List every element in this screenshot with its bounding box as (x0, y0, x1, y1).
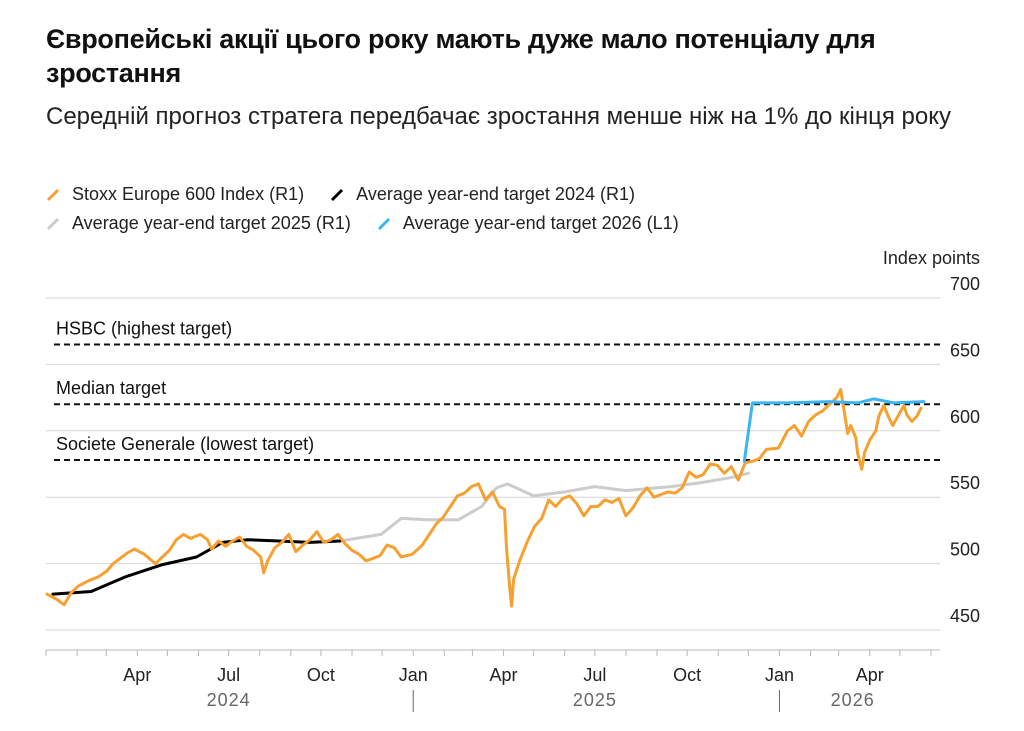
legend-label-stoxx: Stoxx Europe 600 Index (R1) (72, 184, 305, 204)
y-tick-label-700: 700 (950, 274, 980, 294)
y-tick-label-450: 450 (950, 606, 980, 626)
legend-item-target-2024: Average year-end target 2024 (R1) (330, 180, 635, 209)
reference-label-0: HSBC (highest target) (56, 318, 232, 338)
reference-label-2: Societe Generale (lowest target) (56, 434, 314, 454)
y-tick-label-650: 650 (950, 340, 980, 360)
y-axis-unit-label: Index points (883, 248, 980, 268)
x-tick-label-5: Jul (583, 665, 606, 685)
legend-item-stoxx: Stoxx Europe 600 Index (R1) (46, 180, 304, 209)
series-line-3 (742, 397, 926, 463)
series-lines (45, 388, 926, 608)
legend-swatch-target-2024 (331, 188, 344, 201)
x-tick-label-3: Jan (399, 665, 428, 685)
reference-lines: HSBC (highest target) Median target Societ… (54, 318, 940, 462)
x-tick-label-4: Apr (490, 665, 518, 685)
x-tick-label-2: Oct (307, 665, 335, 685)
x-tick-label-7: Jan (765, 665, 794, 685)
legend-item-target-2025: Average year-end target 2025 (R1) (46, 209, 351, 238)
x-tick-label-6: Oct (673, 665, 701, 685)
legend-item-target-2026: Average year-end target 2026 (L1) (377, 209, 679, 238)
legend-row-2: Average year-end target 2025 (R1) Averag… (46, 209, 946, 238)
y-tick-label-550: 550 (950, 473, 980, 493)
reference-label-1: Median target (56, 378, 166, 398)
x-tick-label-0: Apr (123, 665, 151, 685)
legend-label-target-2026: Average year-end target 2026 (L1) (402, 213, 679, 233)
legend-swatch-stoxx (46, 188, 60, 201)
x-tick-label-1: Jul (217, 665, 240, 685)
y-tick-label-500: 500 (950, 540, 980, 560)
grid-lines (46, 297, 940, 651)
legend-row-1: Stoxx Europe 600 Index (R1) Average year… (46, 180, 946, 209)
x-year-label-2025: 2025 (573, 690, 617, 710)
series-line-1 (51, 538, 342, 596)
series-line-0 (45, 388, 923, 608)
chart-subtitle: Середній прогноз стратега передбачає зро… (46, 103, 951, 130)
x-tick-label-8: Apr (856, 665, 884, 685)
y-axis: 700 650 600 550 500 450 (950, 274, 980, 626)
legend-swatch-target-2026 (377, 217, 390, 230)
x-year-label-2024: 2024 (207, 690, 251, 710)
legend-swatch-target-2025 (46, 217, 60, 230)
x-axis: Apr Jul Oct Jan Apr Jul Oct Jan Apr 2024 2025 2026 (45, 650, 932, 712)
series-line-2 (338, 471, 750, 543)
legend-label-target-2025: Average year-end target 2025 (R1) (72, 213, 351, 233)
y-tick-label-600: 600 (950, 407, 980, 427)
x-year-label-2026: 2026 (831, 690, 875, 710)
legend-label-target-2024: Average year-end target 2024 (R1) (356, 184, 635, 204)
chart-title: Європейські акції цього року мають дуже … (46, 24, 876, 88)
chart-legend: Stoxx Europe 600 Index (R1) Average year… (46, 180, 946, 238)
